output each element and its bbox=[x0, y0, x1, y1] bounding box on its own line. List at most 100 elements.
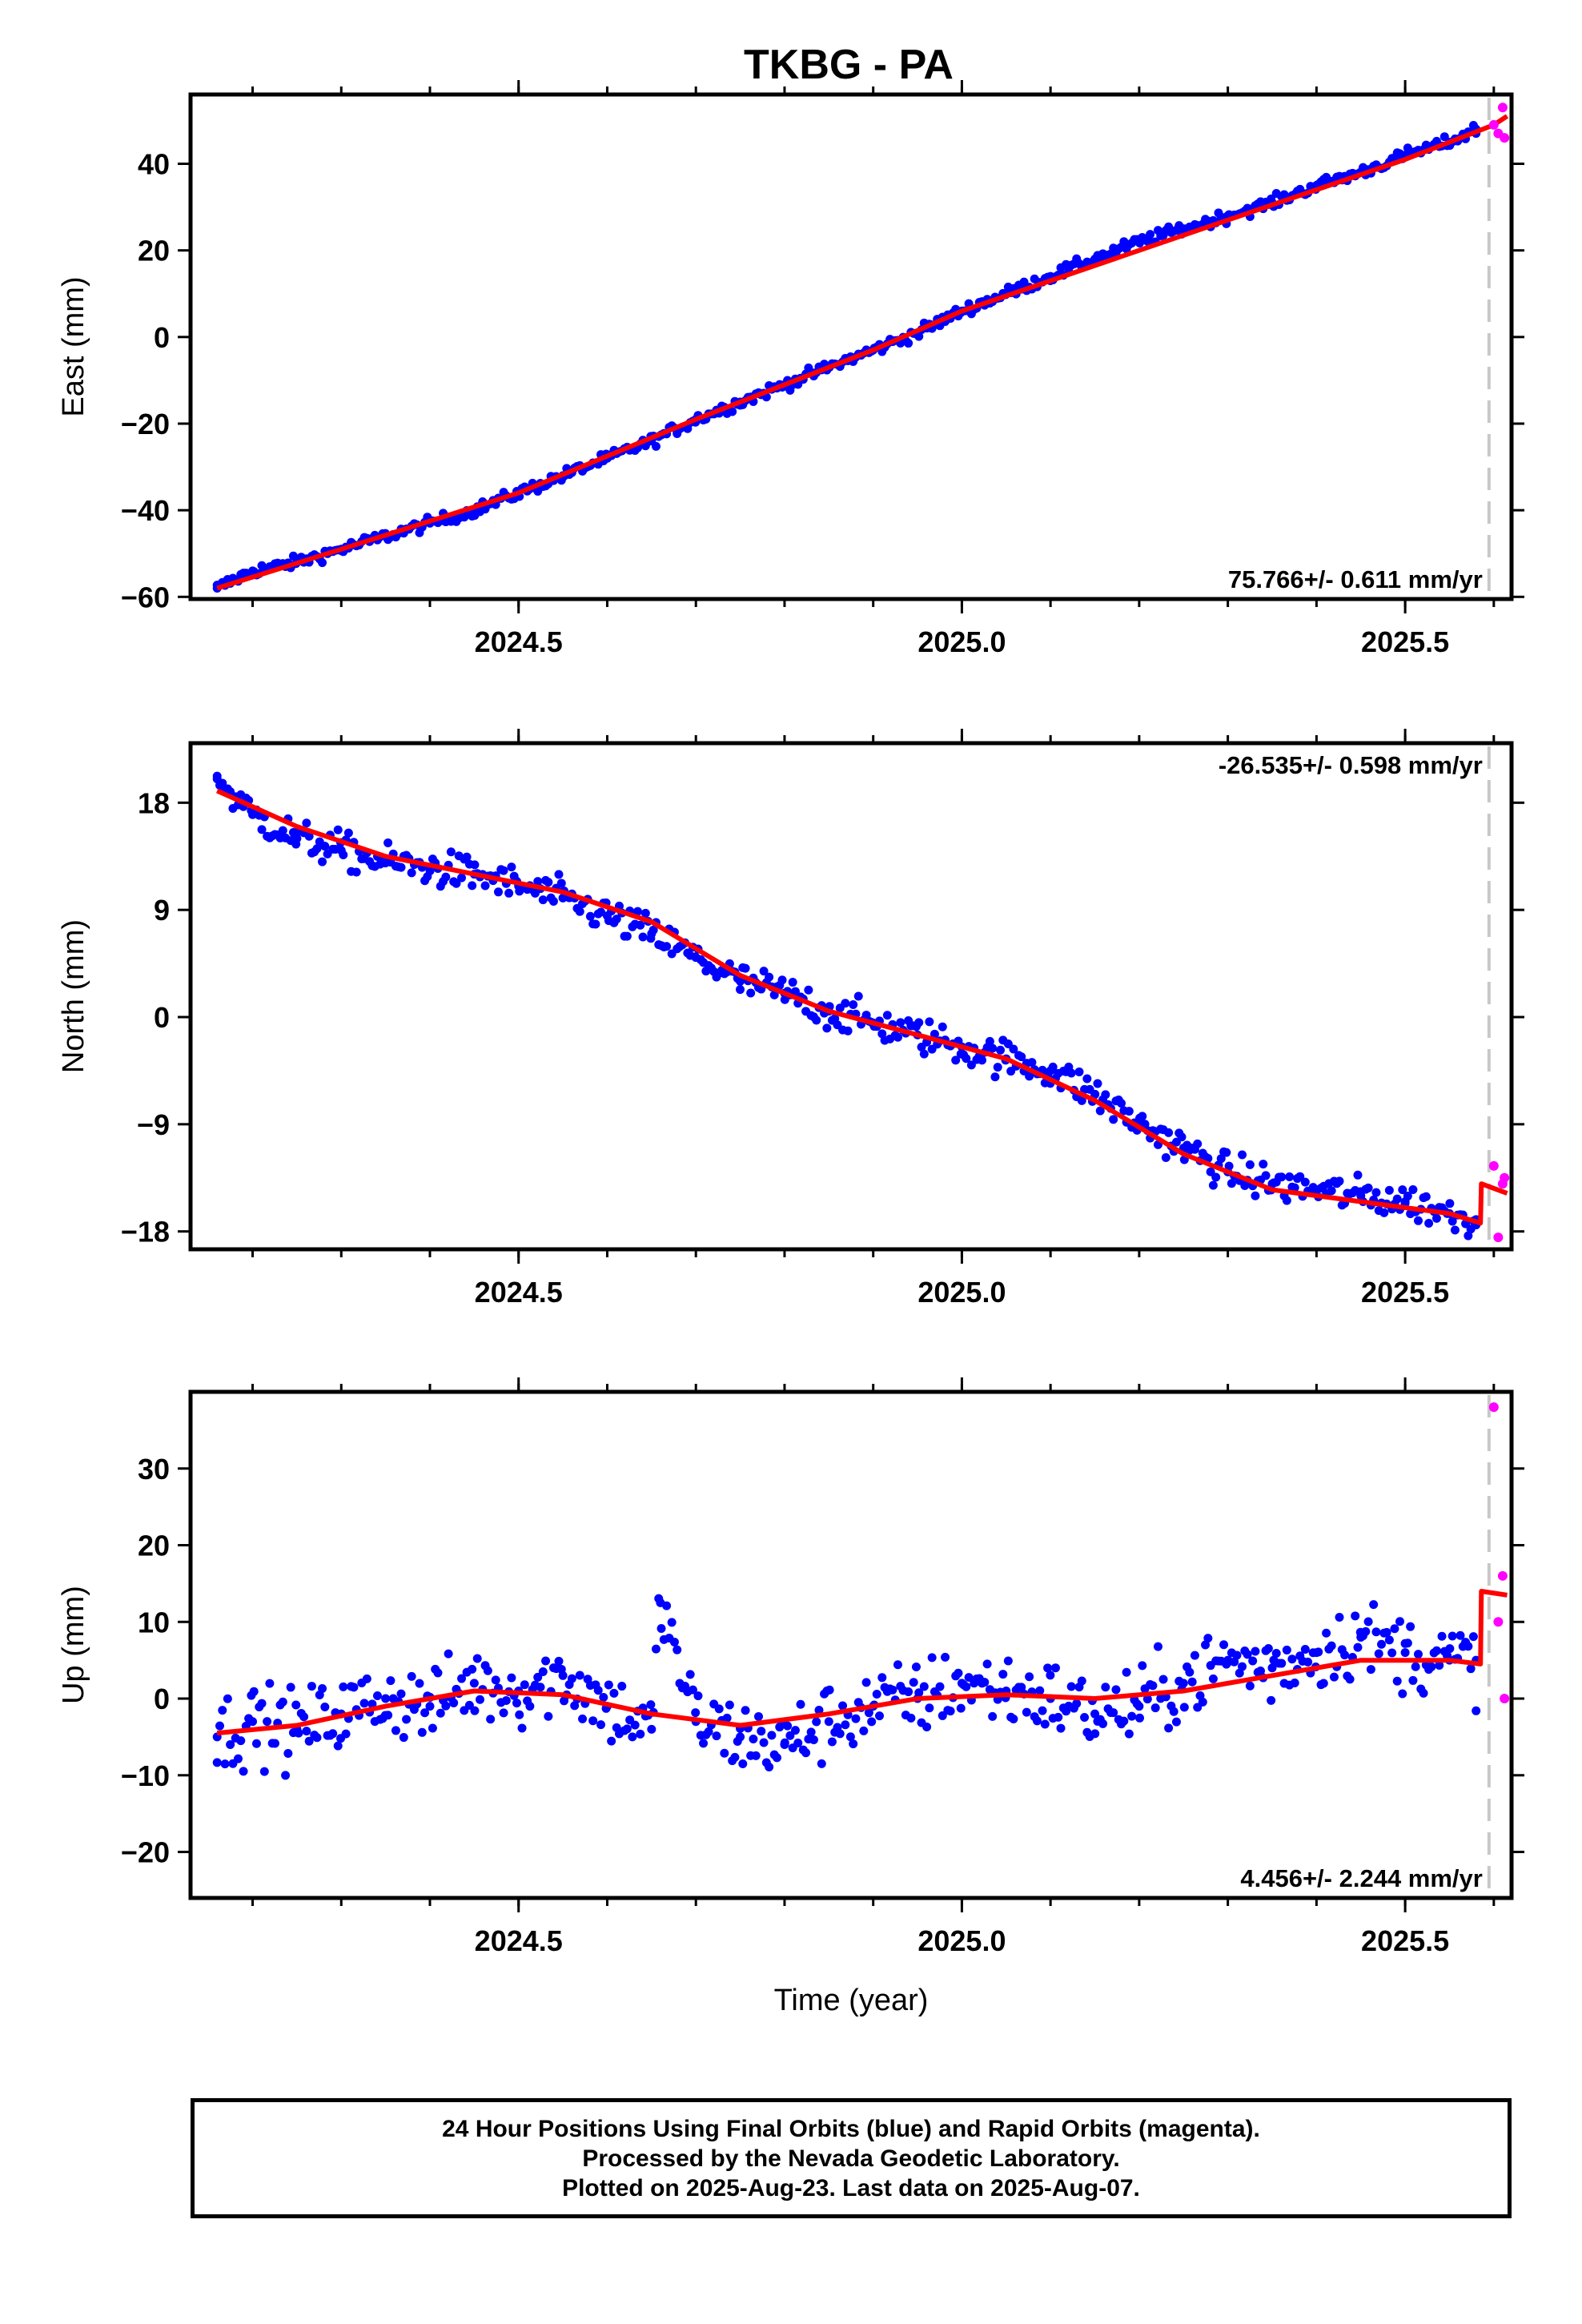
final-orbit-point bbox=[691, 1708, 701, 1718]
final-orbit-point bbox=[1158, 1675, 1168, 1684]
final-orbit-point bbox=[1290, 1183, 1299, 1192]
final-orbit-point bbox=[396, 862, 406, 872]
final-orbit-point bbox=[525, 1702, 535, 1711]
final-orbit-point bbox=[790, 987, 800, 996]
final-orbit-point bbox=[567, 1674, 576, 1683]
final-orbit-point bbox=[251, 1739, 261, 1748]
final-orbit-point bbox=[507, 1673, 516, 1683]
final-orbit-point bbox=[1285, 1172, 1295, 1182]
final-orbit-point bbox=[1369, 1600, 1379, 1610]
final-orbit-point bbox=[433, 1668, 443, 1678]
final-orbit-point bbox=[656, 1598, 665, 1607]
final-orbit-point bbox=[1122, 1667, 1131, 1677]
final-orbit-point bbox=[1211, 1172, 1221, 1182]
final-orbit-point bbox=[1135, 1713, 1145, 1723]
final-orbit-point bbox=[1329, 1672, 1339, 1682]
final-orbit-point bbox=[1109, 1708, 1118, 1718]
final-orbit-point bbox=[554, 1656, 564, 1666]
y-tick-label: −60 bbox=[121, 581, 170, 613]
final-orbit-point bbox=[226, 1739, 235, 1749]
final-orbit-point bbox=[1400, 1197, 1410, 1207]
final-orbit-point bbox=[1134, 237, 1144, 247]
final-orbit-point bbox=[320, 842, 330, 851]
final-orbit-point bbox=[954, 1668, 963, 1678]
rapid-orbit-point bbox=[1500, 133, 1510, 143]
final-orbit-point bbox=[938, 1022, 947, 1031]
final-orbit-point bbox=[1222, 1148, 1231, 1157]
final-orbit-point bbox=[470, 1706, 480, 1715]
final-orbit-point bbox=[804, 985, 813, 995]
final-orbit-point bbox=[651, 1644, 661, 1654]
rapid-orbit-point bbox=[1493, 1232, 1504, 1243]
final-orbit-point bbox=[501, 1696, 511, 1706]
final-orbit-point bbox=[1227, 1179, 1236, 1188]
rapid-orbit-point bbox=[1497, 1570, 1508, 1581]
final-orbit-point bbox=[622, 1724, 632, 1734]
final-orbit-point bbox=[812, 1717, 821, 1727]
final-orbit-point bbox=[904, 339, 913, 348]
final-orbit-point bbox=[647, 1724, 656, 1734]
final-orbit-point bbox=[248, 566, 258, 576]
final-orbit-point bbox=[333, 825, 343, 834]
final-orbit-point bbox=[548, 897, 558, 907]
final-orbit-point bbox=[980, 1678, 990, 1687]
final-orbit-point bbox=[302, 818, 311, 828]
final-orbit-point bbox=[257, 1699, 267, 1708]
final-orbit-point bbox=[536, 1683, 545, 1692]
final-orbit-point bbox=[1119, 1716, 1129, 1726]
final-orbit-point bbox=[746, 988, 756, 998]
final-orbit-point bbox=[1090, 254, 1100, 263]
final-orbit-point bbox=[622, 931, 632, 941]
final-orbit-point bbox=[957, 1679, 966, 1688]
final-orbit-point bbox=[1193, 1139, 1203, 1148]
final-orbit-point bbox=[838, 1701, 848, 1711]
final-orbit-point bbox=[1243, 1650, 1252, 1659]
final-orbit-point bbox=[925, 1703, 934, 1713]
final-orbit-point bbox=[864, 1708, 873, 1718]
final-orbit-point bbox=[636, 920, 645, 930]
final-orbit-point bbox=[292, 834, 302, 843]
final-orbit-point bbox=[667, 1618, 677, 1627]
final-orbit-point bbox=[725, 1700, 734, 1710]
final-orbit-point bbox=[1382, 1627, 1391, 1637]
final-orbit-point bbox=[1392, 1676, 1402, 1686]
final-orbit-point bbox=[1400, 1648, 1410, 1658]
y-tick-label: −10 bbox=[121, 1759, 170, 1792]
final-orbit-point bbox=[372, 1691, 382, 1700]
final-orbit-point bbox=[407, 868, 416, 878]
final-orbit-point bbox=[1080, 1712, 1090, 1722]
final-orbit-point bbox=[796, 1699, 805, 1709]
y-tick-label: 20 bbox=[138, 1530, 170, 1562]
final-orbit-point bbox=[585, 911, 595, 921]
final-orbit-point bbox=[383, 838, 393, 847]
final-orbit-point bbox=[1219, 1640, 1229, 1650]
final-orbit-point bbox=[1464, 1231, 1473, 1240]
final-orbit-point bbox=[788, 978, 797, 987]
final-orbit-point bbox=[825, 1685, 834, 1695]
final-orbit-point bbox=[904, 1687, 913, 1697]
footer-line-2: Processed by the Nevada Geodetic Laborat… bbox=[582, 2145, 1120, 2172]
final-orbit-point bbox=[441, 872, 451, 882]
final-orbit-point bbox=[544, 878, 553, 887]
final-orbit-point bbox=[386, 1676, 396, 1686]
final-orbit-point bbox=[359, 1699, 369, 1708]
final-orbit-point bbox=[911, 1663, 921, 1672]
final-orbit-point bbox=[849, 1739, 858, 1749]
final-orbit-point bbox=[1003, 1656, 1013, 1666]
y-tick-label: 20 bbox=[138, 235, 170, 267]
final-orbit-point bbox=[741, 963, 750, 973]
rapid-orbit-point bbox=[1497, 103, 1508, 113]
x-tick-label: 2024.5 bbox=[475, 1276, 563, 1309]
final-orbit-point bbox=[809, 1735, 818, 1744]
final-orbit-point bbox=[1277, 1659, 1287, 1668]
final-orbit-point bbox=[607, 1736, 616, 1746]
final-orbit-point bbox=[1245, 1681, 1255, 1691]
final-orbit-point bbox=[1447, 1631, 1457, 1641]
final-orbit-point bbox=[278, 826, 287, 835]
final-orbit-point bbox=[1256, 1667, 1266, 1676]
final-orbit-point bbox=[343, 828, 353, 838]
final-orbit-point bbox=[1435, 1661, 1444, 1671]
final-orbit-point bbox=[1267, 1695, 1276, 1705]
final-orbit-point bbox=[1153, 1642, 1162, 1651]
final-orbit-point bbox=[1384, 1635, 1394, 1645]
